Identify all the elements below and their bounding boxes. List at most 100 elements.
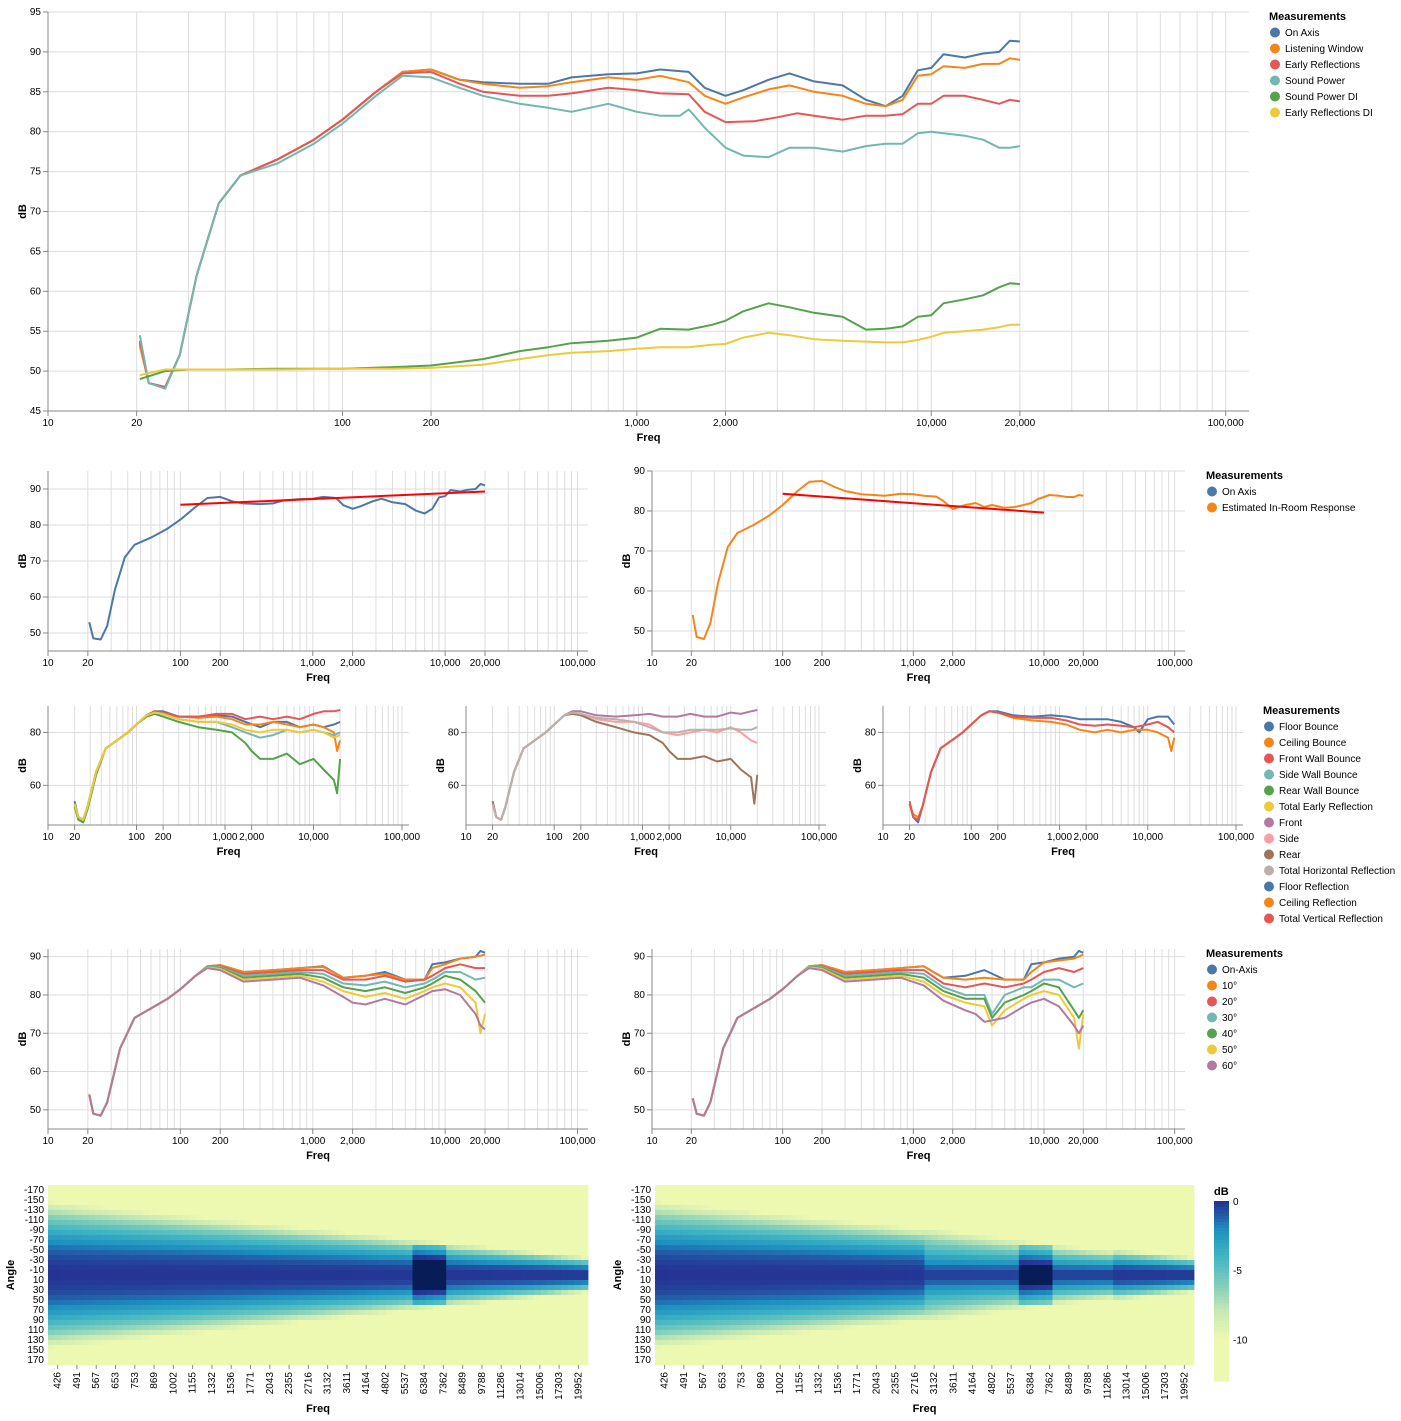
heatmap-cell [243, 1290, 251, 1296]
heatmap-cell [729, 1240, 737, 1246]
heatmap-cell [318, 1310, 326, 1316]
heatmap-cell [567, 1215, 575, 1221]
heatmap-cell [48, 1250, 56, 1256]
heatmap-cell [378, 1265, 386, 1271]
heatmap-cell [304, 1295, 312, 1301]
heatmap-cell [358, 1250, 366, 1256]
heatmap-cell [162, 1295, 170, 1301]
heatmap-cell [554, 1355, 562, 1361]
heatmap-cell [473, 1250, 481, 1256]
heatmap-cell [897, 1350, 905, 1356]
heatmap-cell [527, 1190, 535, 1196]
heatmap-cell [681, 1290, 690, 1296]
heatmap-cell [149, 1320, 157, 1326]
heatmap-cell [877, 1355, 885, 1361]
heatmap-cell [675, 1325, 683, 1331]
heatmap-cell [115, 1350, 123, 1356]
heatmap-cell [688, 1335, 696, 1341]
heatmap-cell [911, 1310, 919, 1316]
series-line-sound-power [138, 74, 1021, 390]
heatmap-cell [681, 1340, 690, 1346]
heatmap-cell [904, 1210, 912, 1216]
heatmap-cell [237, 1200, 245, 1206]
heatmap-cell [61, 1260, 69, 1266]
heatmap-cell [877, 1190, 885, 1196]
heatmap-cell [95, 1320, 103, 1326]
heatmap-cell [500, 1210, 508, 1216]
heatmap-cell [681, 1320, 690, 1326]
heatmap-cell [75, 1235, 83, 1241]
heatmap-cell [803, 1245, 811, 1251]
heatmap-cell [722, 1340, 730, 1346]
heatmap-cell [183, 1350, 191, 1356]
heatmap-cell [897, 1275, 905, 1281]
heatmap-cell [304, 1225, 312, 1231]
heatmap-cell [237, 1190, 245, 1196]
heatmap-cell [749, 1280, 757, 1286]
heatmap-cell [405, 1350, 413, 1356]
heatmap-cell [176, 1280, 184, 1286]
heatmap-cell [574, 1240, 582, 1246]
heatmap-cell [459, 1295, 467, 1301]
heatmap-cell [257, 1205, 265, 1211]
heatmap-cell [331, 1205, 339, 1211]
heatmap-cell [88, 1295, 96, 1301]
heatmap-cell [372, 1230, 380, 1236]
heatmap-cell [250, 1230, 258, 1236]
heatmap-cell [809, 1210, 818, 1216]
heatmap-cell [223, 1250, 231, 1256]
heatmap-cell [756, 1220, 764, 1226]
heatmap-cell [661, 1310, 669, 1316]
heatmap-cell [156, 1210, 164, 1216]
heatmap-cell [695, 1275, 703, 1281]
heatmap-cell [655, 1195, 663, 1201]
heatmap-cell [446, 1210, 454, 1216]
heatmap-cell [453, 1285, 461, 1291]
heatmap-cell [769, 1315, 777, 1321]
heatmap-cell [345, 1245, 353, 1251]
heatmap-cell [88, 1325, 96, 1331]
heatmap-cell [459, 1310, 467, 1316]
heatmap-cell [183, 1280, 191, 1286]
heatmap-cell [149, 1220, 157, 1226]
heatmap-cell [493, 1280, 501, 1286]
heatmap-cell [75, 1205, 83, 1211]
y-tick-label: 130 [27, 1335, 44, 1346]
heatmap-cell [715, 1235, 723, 1241]
heatmap-cell [95, 1215, 103, 1221]
heatmap-cell [392, 1245, 400, 1251]
heatmap-cell [904, 1225, 912, 1231]
heatmap-cell [473, 1305, 481, 1311]
heatmap-cell [385, 1255, 393, 1261]
heatmap-cell [493, 1245, 501, 1251]
heatmap-cell [284, 1350, 292, 1356]
heatmap-cell [68, 1295, 76, 1301]
heatmap-cell [681, 1200, 690, 1206]
heatmap-cell [203, 1230, 211, 1236]
heatmap-cell [540, 1260, 548, 1266]
heatmap-cell [857, 1335, 865, 1341]
heatmap-cell [372, 1220, 380, 1226]
heatmap-cell [291, 1300, 299, 1306]
x-tick-label: 10,000 [715, 832, 746, 843]
heatmap-cell [830, 1320, 838, 1326]
heatmap-cell [830, 1270, 838, 1276]
heatmap-cell [661, 1360, 669, 1366]
heatmap-cell [311, 1325, 319, 1331]
heatmap-cell [277, 1285, 285, 1291]
heatmap-cell [156, 1200, 164, 1206]
heatmap-cell [358, 1355, 366, 1361]
heatmap-cell [385, 1185, 393, 1191]
heatmap-cell [520, 1205, 528, 1211]
heatmap-cell [277, 1345, 285, 1351]
heatmap-cell [54, 1265, 62, 1271]
heatmap-cell [507, 1335, 515, 1341]
heatmap-cell [446, 1300, 454, 1306]
heatmap-cell [688, 1225, 696, 1231]
heatmap-cell [318, 1240, 326, 1246]
heatmap-cell [399, 1195, 407, 1201]
heatmap-cell [345, 1315, 353, 1321]
y-axis-title: dB [17, 1032, 29, 1047]
heatmap-cell [681, 1245, 690, 1251]
heatmap-cell [61, 1345, 69, 1351]
